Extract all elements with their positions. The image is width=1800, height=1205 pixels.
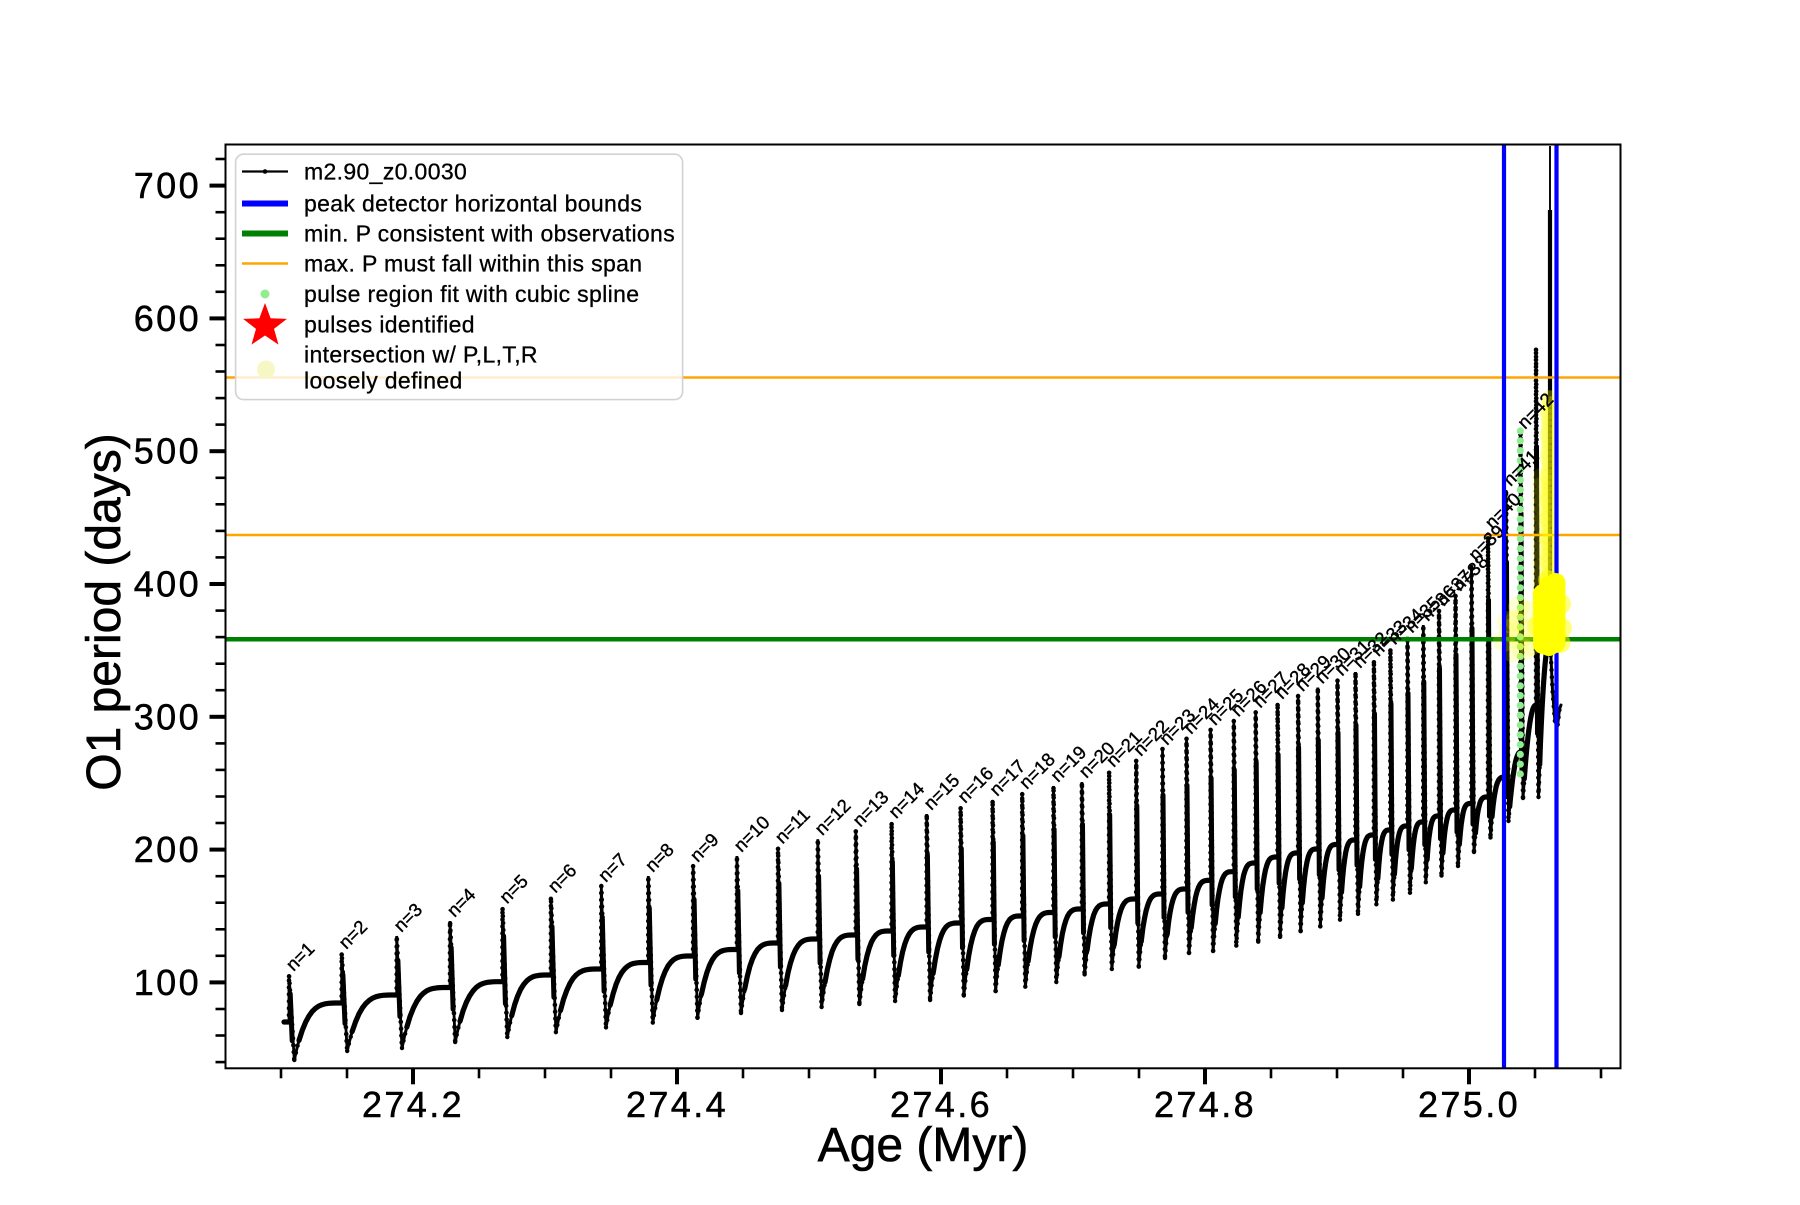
svg-text:m2.90_z0.0030: m2.90_z0.0030 <box>304 159 467 185</box>
svg-text:min. P consistent with observa: min. P consistent with observations <box>304 221 675 247</box>
svg-text:max. P must fall within this s: max. P must fall within this span <box>304 251 642 277</box>
svg-text:500: 500 <box>134 431 201 472</box>
svg-text:275.0: 275.0 <box>1418 1084 1520 1125</box>
svg-text:pulses identified: pulses identified <box>304 312 475 338</box>
svg-text:274.4: 274.4 <box>626 1084 728 1125</box>
svg-text:100: 100 <box>134 962 201 1003</box>
svg-text:pulse region fit with cubic sp: pulse region fit with cubic spline <box>304 281 639 307</box>
svg-text:peak detector horizontal bound: peak detector horizontal bounds <box>304 191 642 217</box>
svg-text:300: 300 <box>134 696 201 737</box>
svg-text:274.8: 274.8 <box>1154 1084 1256 1125</box>
svg-text:600: 600 <box>134 298 201 339</box>
svg-text:intersection w/ P,L,T,R: intersection w/ P,L,T,R <box>304 342 538 368</box>
svg-text:loosely defined: loosely defined <box>304 368 463 394</box>
svg-text:200: 200 <box>134 829 201 870</box>
svg-text:274.6: 274.6 <box>890 1084 992 1125</box>
svg-text:O1 period (days): O1 period (days) <box>78 433 131 791</box>
svg-text:Age (Myr): Age (Myr) <box>818 1119 1029 1172</box>
svg-text:700: 700 <box>134 165 201 206</box>
svg-text:274.2: 274.2 <box>362 1084 464 1125</box>
svg-text:400: 400 <box>134 564 201 605</box>
